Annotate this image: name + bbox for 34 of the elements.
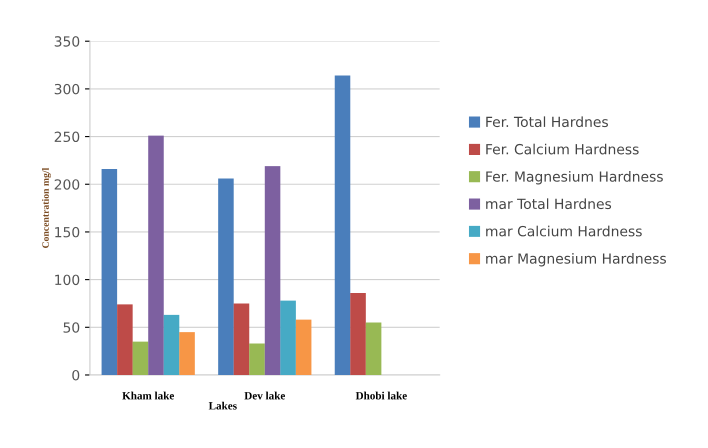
x-tick-label: Kham lake [122,392,174,400]
bar [132,342,148,375]
bar [218,178,234,375]
y-tick-label: 350 [54,36,80,47]
y-tick-label: 100 [55,274,80,286]
legend-label: Fer. Magnesium Hardness [486,171,663,184]
y-tick-label: 250 [54,132,80,142]
bar [296,320,312,375]
legend-label: mar Magnesium Hardness [486,253,666,266]
x-axis-title: Lakes [208,402,237,410]
bar [117,304,133,375]
y-tick-label: 150 [55,226,80,238]
bar [179,332,195,375]
legend-label: mar Calcium Hardness [486,226,642,236]
bar [249,344,265,375]
y-axis-title: Concentration mg/l [42,168,51,248]
legend-label: Fer. Total Hardnes [486,116,608,128]
y-tick-label: 0 [72,370,80,380]
bar [350,292,366,375]
bar [148,136,164,375]
y-tick-label: 50 [64,322,80,333]
legend-label: Fer. Calcium Hardness [486,144,639,154]
legend-label: mar Total Hardnes [486,198,612,210]
bar [280,300,296,375]
bar [234,303,250,375]
x-tick-label: Dhobi lake [356,392,407,400]
bar [164,314,180,375]
y-tick-label: 200 [54,179,80,190]
bar [264,166,280,375]
bar [334,76,350,375]
x-tick-label: Dev lake [244,392,286,400]
y-tick-label: 300 [54,84,80,94]
bar [102,169,118,375]
bar [366,322,382,375]
